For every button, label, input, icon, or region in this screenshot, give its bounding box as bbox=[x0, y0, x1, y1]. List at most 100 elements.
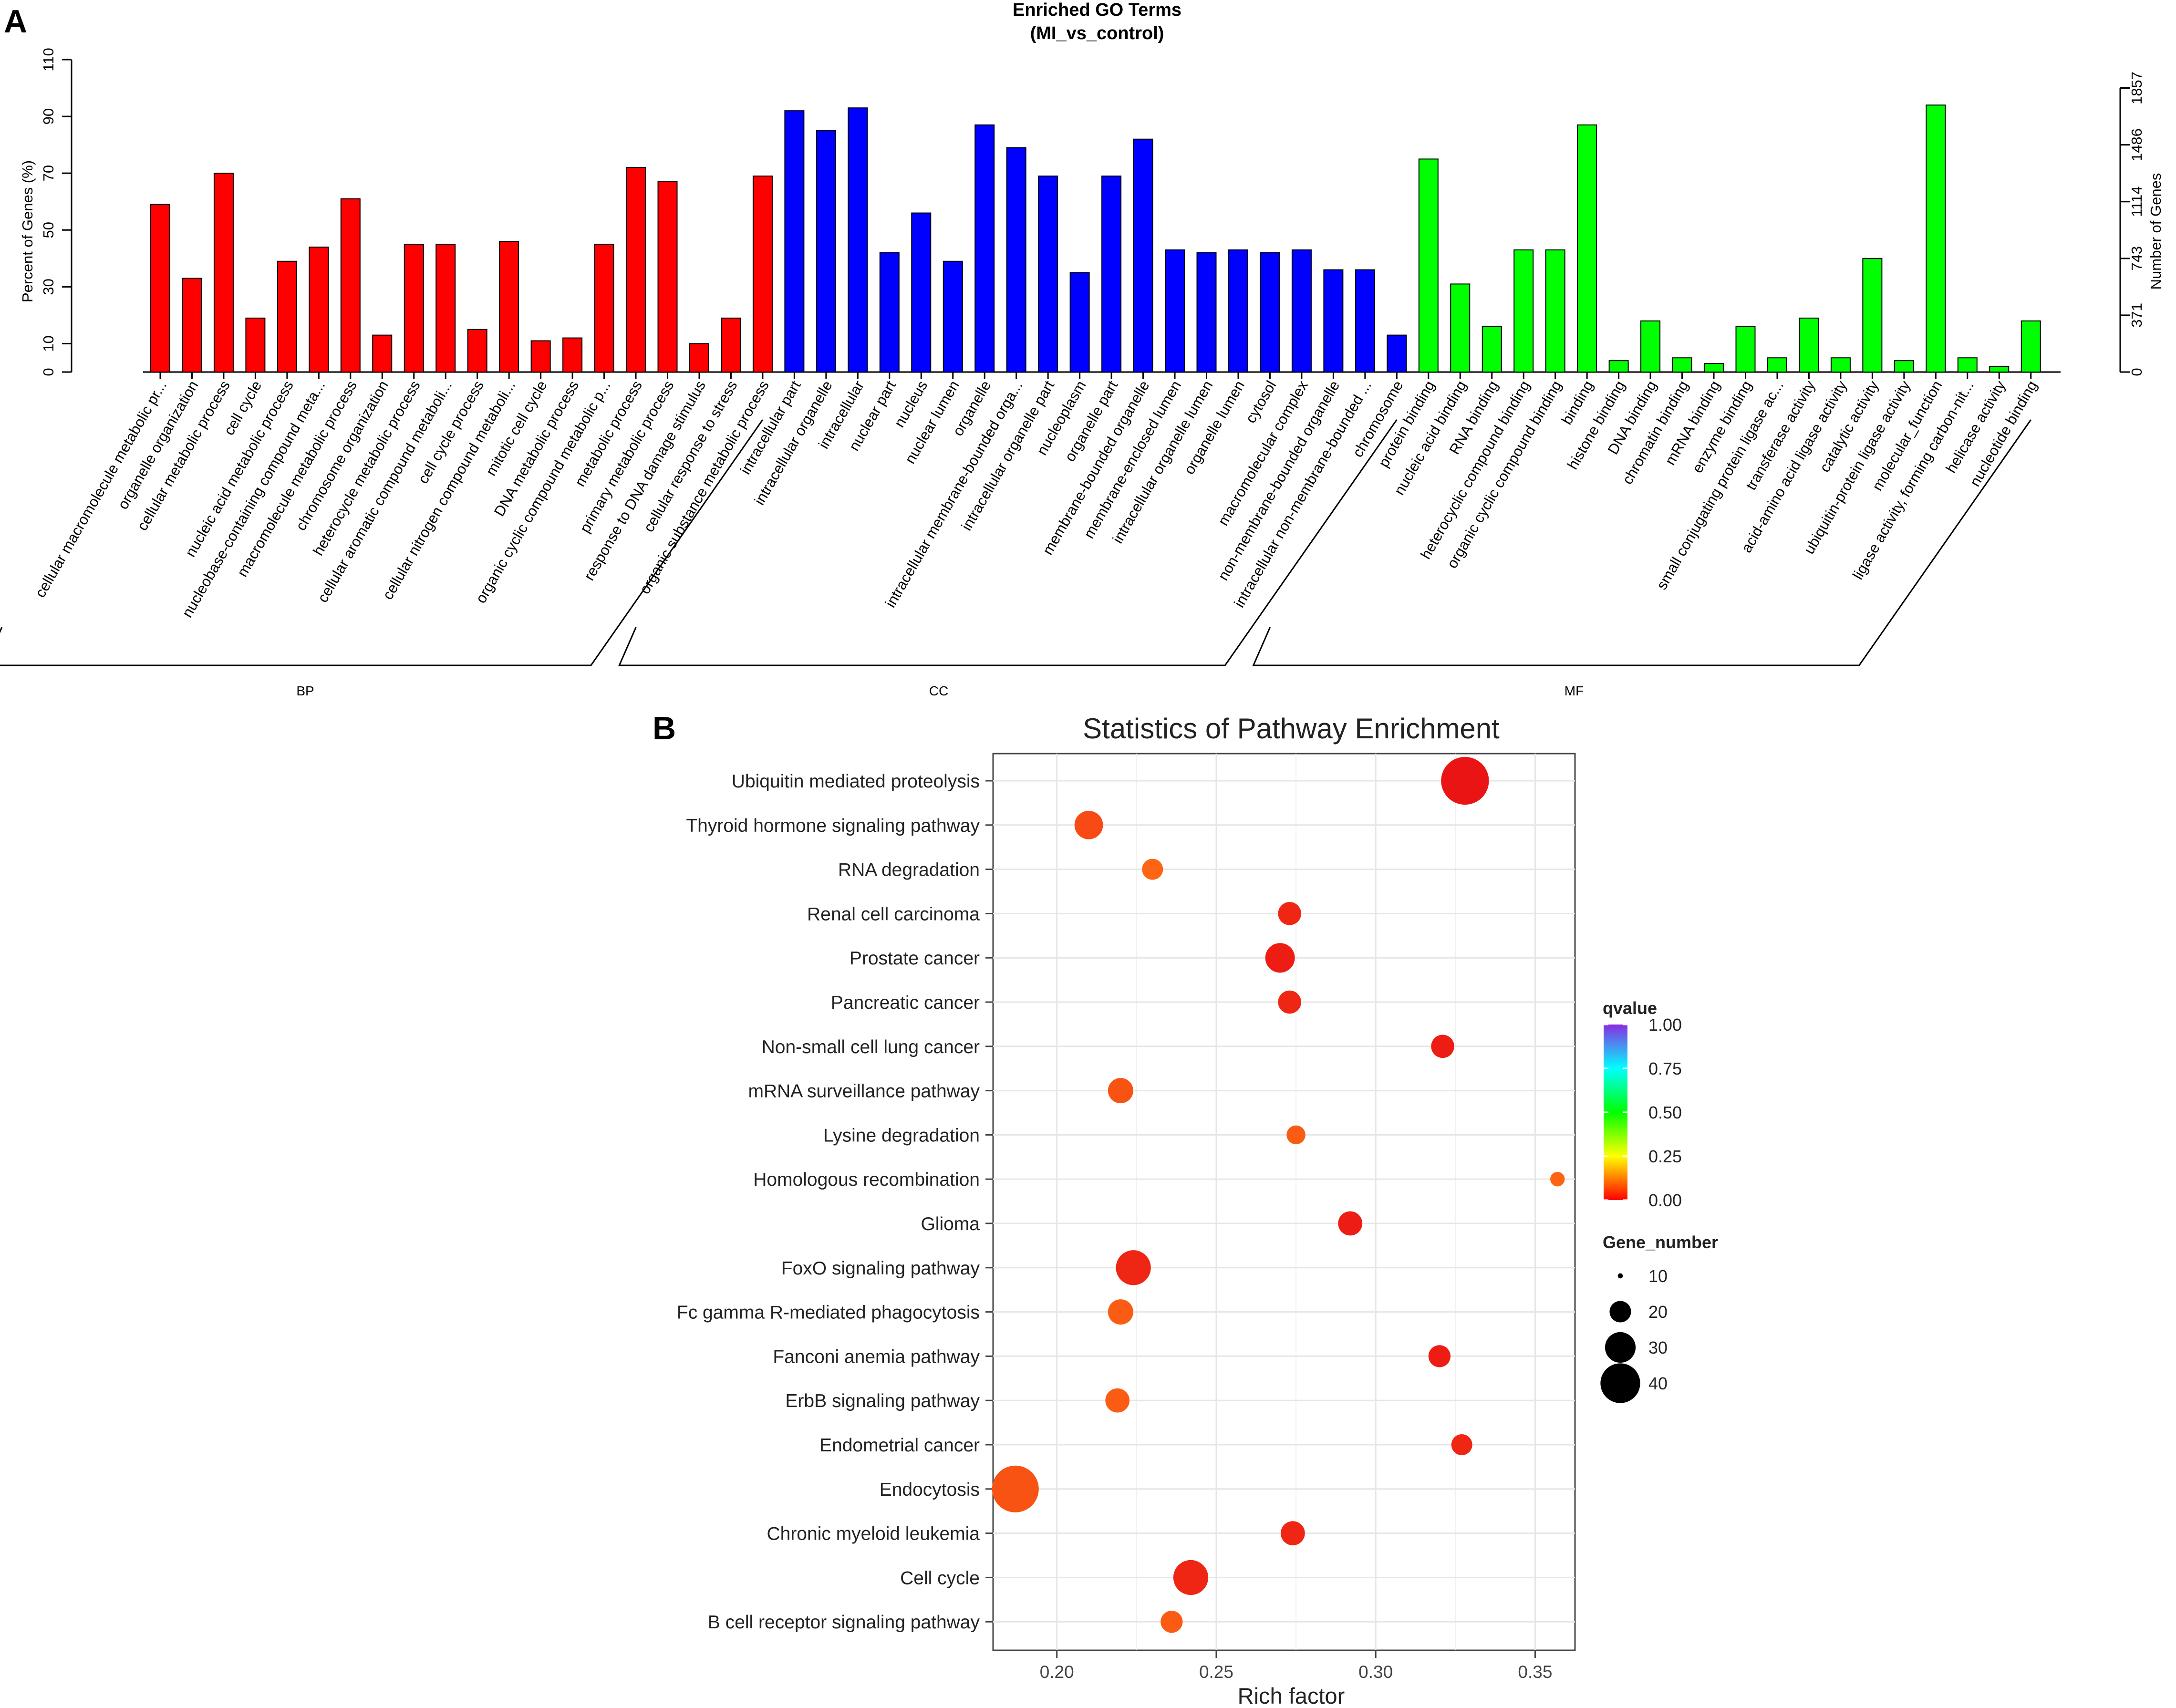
go-y-tick-label: 90 bbox=[40, 108, 57, 124]
go-bar bbox=[1704, 363, 1724, 373]
go-bar bbox=[1799, 317, 1819, 373]
pathway-point bbox=[1142, 859, 1163, 880]
go-group-label: BP bbox=[296, 683, 314, 698]
go-bar bbox=[1767, 357, 1787, 373]
pathway-x-tick-label: 0.30 bbox=[1358, 1662, 1393, 1682]
go-bar bbox=[594, 244, 614, 373]
go-bar bbox=[1926, 104, 1946, 373]
pathway-points bbox=[992, 756, 1565, 1633]
go-bar bbox=[1672, 357, 1692, 373]
go-y-tick-label: 70 bbox=[40, 165, 57, 181]
pathway-term-label: Fanconi anemia pathway bbox=[773, 1346, 980, 1367]
gene-number-legend-label: 40 bbox=[1648, 1374, 1668, 1393]
go-bar bbox=[657, 181, 678, 373]
go-group-label: CC bbox=[929, 683, 948, 698]
go-bar bbox=[1196, 252, 1217, 373]
gene-number-legend-label: 30 bbox=[1648, 1338, 1668, 1357]
gene-number-legend-dot bbox=[1617, 1273, 1623, 1279]
go-bar bbox=[1577, 124, 1597, 373]
go-right-tick-label: 1857 bbox=[2128, 72, 2145, 104]
gene-number-legend-dot bbox=[1609, 1301, 1631, 1323]
go-chart-subtitle: (MI_vs_control) bbox=[1030, 23, 1164, 43]
go-bar bbox=[1735, 326, 1756, 373]
go-bar bbox=[1165, 249, 1185, 373]
go-bar bbox=[879, 252, 900, 373]
go-right-tick-label: 1114 bbox=[2128, 186, 2145, 217]
gene-number-legend-label: 20 bbox=[1648, 1302, 1668, 1322]
go-bar bbox=[1355, 269, 1375, 373]
go-bar bbox=[1387, 334, 1407, 373]
pathway-term-labels: Ubiquitin mediated proteolysis Thyroid ho… bbox=[677, 771, 993, 1633]
pathway-term-label: Non-small cell lung cancer bbox=[762, 1037, 980, 1057]
go-bar bbox=[626, 167, 646, 373]
pathway-point bbox=[1161, 1611, 1183, 1633]
go-group-brackets: BP CC MF bbox=[0, 419, 2031, 698]
go-bar bbox=[1418, 158, 1439, 373]
pathway-chart-title: Statistics of Pathway Enrichment bbox=[1083, 713, 1500, 745]
go-bar bbox=[1133, 138, 1153, 373]
pathway-point bbox=[1278, 902, 1301, 925]
pathway-term-label: Fc gamma R-mediated phagocytosis bbox=[677, 1303, 980, 1323]
pathway-term-label: Pancreatic cancer bbox=[831, 993, 980, 1013]
gene-number-legend-dot bbox=[1605, 1332, 1636, 1363]
qvalue-tick-label: 1.00 bbox=[1648, 1015, 1682, 1035]
go-bar bbox=[1228, 249, 1248, 373]
pathway-point bbox=[1074, 810, 1103, 839]
go-bar bbox=[1862, 258, 1883, 373]
go-right-tick-label: 0 bbox=[2128, 368, 2145, 376]
go-bar bbox=[974, 124, 995, 373]
pathway-term-label: Lysine degradation bbox=[823, 1125, 980, 1146]
pathway-point bbox=[1173, 1560, 1209, 1595]
pathway-term-label: Glioma bbox=[921, 1214, 980, 1234]
pathway-point bbox=[1441, 756, 1489, 805]
pathway-x-tick-label: 0.25 bbox=[1199, 1662, 1233, 1682]
go-bar bbox=[182, 278, 202, 373]
pathway-x-tick-label: 0.20 bbox=[1040, 1662, 1074, 1682]
pathway-x-tick-label: 0.35 bbox=[1518, 1662, 1552, 1682]
go-bar bbox=[467, 329, 487, 373]
go-bar bbox=[150, 204, 170, 373]
go-bar bbox=[1038, 176, 1058, 373]
go-bars bbox=[143, 104, 2061, 379]
go-bar bbox=[1640, 320, 1661, 373]
pathway-term-label: FoxO signaling pathway bbox=[781, 1258, 980, 1279]
go-bar bbox=[1608, 360, 1629, 373]
go-bar bbox=[1894, 360, 1914, 373]
pathway-x-axis-title: Rich factor bbox=[1238, 1683, 1345, 1708]
go-group-bracket bbox=[618, 419, 1398, 666]
pathway-term-label: Thyroid hormone signaling pathway bbox=[686, 816, 980, 836]
go-bar bbox=[245, 317, 266, 373]
pathway-term-label: B cell receptor signaling pathway bbox=[708, 1612, 980, 1633]
go-bar bbox=[530, 340, 551, 373]
go-bar bbox=[1291, 249, 1312, 373]
go-y-axis-title: Percent of Genes (%) bbox=[19, 160, 36, 302]
go-y-tick-label: 10 bbox=[40, 335, 57, 352]
pathway-term-label: Cell cycle bbox=[900, 1568, 980, 1588]
go-y-tick-label: 0 bbox=[40, 368, 57, 376]
pathway-point bbox=[1338, 1211, 1363, 1236]
gene-number-legend-items: 10 20 30 40 bbox=[1600, 1266, 1668, 1403]
pathway-term-label: ErbB signaling pathway bbox=[785, 1391, 980, 1411]
pathway-point bbox=[1108, 1078, 1133, 1104]
go-group-bracket bbox=[1252, 419, 2031, 666]
pathway-point bbox=[1550, 1171, 1565, 1187]
pathway-point bbox=[1286, 1125, 1306, 1145]
go-right-tick-label: 743 bbox=[2128, 246, 2145, 271]
pathway-point bbox=[1265, 943, 1295, 973]
go-group-bracket bbox=[0, 419, 764, 666]
go-bar bbox=[784, 110, 805, 373]
pathway-term-label: RNA degradation bbox=[838, 860, 980, 880]
go-bar bbox=[1513, 249, 1534, 373]
qvalue-tick-label: 0.25 bbox=[1648, 1147, 1682, 1166]
qvalue-tick-label: 0.50 bbox=[1648, 1103, 1682, 1122]
pathway-point bbox=[1108, 1299, 1133, 1325]
pathway-point bbox=[1281, 1521, 1305, 1545]
go-bar bbox=[1545, 249, 1565, 373]
pathway-point bbox=[992, 1465, 1039, 1512]
go-chart-title: Enriched GO Terms bbox=[1013, 0, 1181, 20]
go-group-label: MF bbox=[1565, 683, 1584, 698]
pathway-point bbox=[1116, 1250, 1151, 1285]
pathway-term-label: Renal cell carcinoma bbox=[807, 904, 980, 924]
go-bar bbox=[752, 176, 773, 373]
